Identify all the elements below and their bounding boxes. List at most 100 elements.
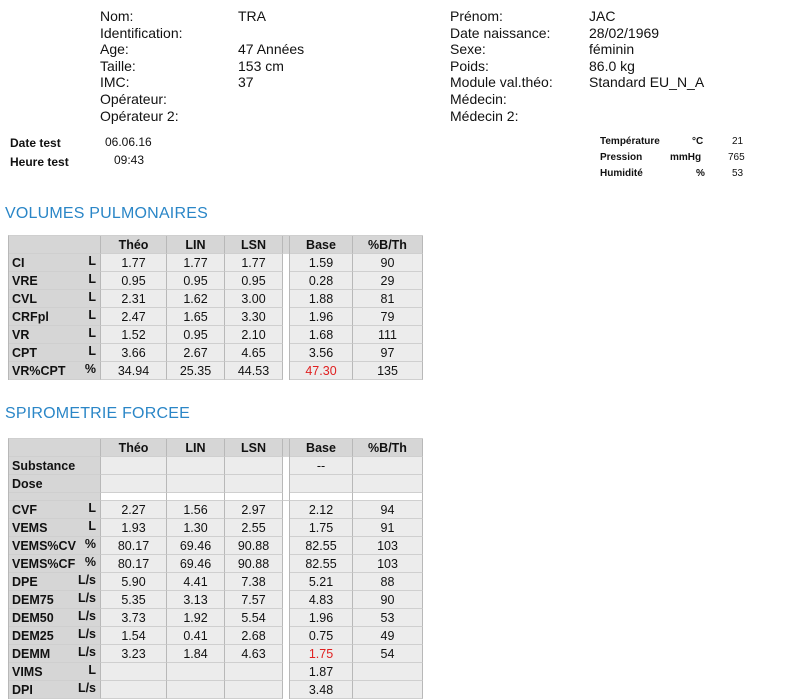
volumes-lsn-cell: 3.00 <box>225 290 283 308</box>
volumes-param-name: CRFpl <box>12 309 49 324</box>
spiro-row-label: DEMM L/s <box>9 645 101 663</box>
volumes-theo-cell: 1.52 <box>101 326 167 344</box>
label-age: Age: <box>100 41 129 58</box>
spiro-param-name: DEM50 <box>12 610 54 625</box>
spiro-row: DEMM L/s 3.23 1.84 4.63 1.75 54 <box>9 645 423 663</box>
spiro-param-unit: L/s <box>77 627 96 641</box>
volumes-pct-cell: 135 <box>353 362 423 380</box>
spiro-param-unit: L/s <box>77 591 96 605</box>
value-poids: 86.0 kg <box>589 57 635 74</box>
spiro-param-unit: L/s <box>77 645 96 659</box>
volumes-pct-cell: 111 <box>353 326 423 344</box>
spiro-param-unit: L/s <box>77 681 96 695</box>
pression-unit: mmHg <box>670 152 702 163</box>
spiro-lin-cell: 69.46 <box>167 537 225 555</box>
spiro-theo-cell: 1.54 <box>101 627 167 645</box>
volumes-base-cell: 0.28 <box>290 272 353 290</box>
label-operateur-2: Opérateur 2: <box>100 107 179 124</box>
spiro-theo-cell: 5.90 <box>101 573 167 591</box>
volumes-row: CRFpl L 2.47 1.65 3.30 1.96 79 <box>9 308 423 326</box>
spiro-param-name: DEM25 <box>12 628 54 643</box>
separator-gap <box>283 493 290 501</box>
spiro-top-gap-cell <box>283 475 290 493</box>
spiro-row: VIMS L 1.87 <box>9 663 423 681</box>
pression-value: 765 <box>728 152 745 163</box>
spiro-base-cell: 5.21 <box>290 573 353 591</box>
spiro-lsn-cell: 90.88 <box>225 555 283 573</box>
spiro-base-cell: 3.48 <box>290 681 353 699</box>
volumes-lin-cell: 0.95 <box>167 326 225 344</box>
volumes-param-unit: L <box>88 326 96 340</box>
volumes-col-pct: %B/Th <box>353 236 423 254</box>
spiro-param-unit: L/s <box>77 609 96 623</box>
volumes-param-name: CPT <box>12 345 37 360</box>
spiro-lsn-cell: 2.55 <box>225 519 283 537</box>
spiro-lin-cell <box>167 663 225 681</box>
spiro-theo-cell <box>101 663 167 681</box>
spiro-lin-cell: 1.30 <box>167 519 225 537</box>
label-prenom: Prénom: <box>450 8 503 24</box>
patient-right-labels: Prénom: Date naissance: Sexe: Poids: Mod… <box>450 8 553 124</box>
spiro-pct-cell: 53 <box>353 609 423 627</box>
volumes-param-unit: L <box>88 290 96 304</box>
volumes-col-base: Base <box>290 236 353 254</box>
volumes-param-name: CVL <box>12 291 37 306</box>
spiro-top-base-cell <box>290 475 353 493</box>
spiro-param-unit: L <box>88 519 96 533</box>
volumes-param-name: VR%CPT <box>12 363 66 378</box>
value-operateur-2 <box>238 108 304 125</box>
spiro-base-cell: 0.75 <box>290 627 353 645</box>
volumes-row: CVL L 2.31 1.62 3.00 1.88 81 <box>9 290 423 308</box>
temperature-label: Température <box>600 136 660 147</box>
spiro-row-label: DPE L/s <box>9 573 101 591</box>
volumes-base-cell: 1.68 <box>290 326 353 344</box>
separator-cell <box>167 493 225 501</box>
spiro-header-row: Théo LIN LSN Base %B/Th <box>9 439 423 457</box>
volumes-gap-cell <box>283 290 290 308</box>
spiro-gap-cell <box>283 663 290 681</box>
spiro-row-label: VEMS L <box>9 519 101 537</box>
volumes-row: CPT L 3.66 2.67 4.65 3.56 97 <box>9 344 423 362</box>
separator-label-cell <box>9 493 101 501</box>
spiro-row-label: DEM75 L/s <box>9 591 101 609</box>
spiro-gap-cell <box>283 537 290 555</box>
volumes-lin-cell: 1.65 <box>167 308 225 326</box>
spiro-row-label: DEM50 L/s <box>9 609 101 627</box>
volumes-row-label: VR%CPT% <box>9 362 101 380</box>
spiro-lin-cell <box>167 681 225 699</box>
spiro-pct-cell: 90 <box>353 591 423 609</box>
pression-label: Pression <box>600 152 643 163</box>
label-identification: Identification: <box>100 24 183 41</box>
volumes-lin-cell: 0.95 <box>167 272 225 290</box>
spiro-param-name: CVF <box>12 502 37 517</box>
spiro-top-row: Dose <box>9 475 423 493</box>
spiro-top-pct-cell <box>353 457 423 475</box>
date-test-label: Date test <box>10 136 61 150</box>
spiro-param-unit: % <box>84 555 96 569</box>
spiro-lin-cell: 3.13 <box>167 591 225 609</box>
label-sexe: Sexe: <box>450 41 486 58</box>
spiro-row: VEMS%CF% 80.17 69.46 90.88 82.55 103 <box>9 555 423 573</box>
spiro-top-row-label: Substance <box>9 457 101 475</box>
spiro-lsn-cell: 2.68 <box>225 627 283 645</box>
volumes-pct-cell: 81 <box>353 290 423 308</box>
spiro-lin-cell: 0.41 <box>167 627 225 645</box>
conditions-block: Température °C 21 Pression mmHg 765 Humi… <box>600 136 750 184</box>
spiro-top-lsn-cell <box>225 475 283 493</box>
spiro-theo-cell: 80.17 <box>101 537 167 555</box>
spiro-row: DPI L/s 3.48 <box>9 681 423 699</box>
value-age: 47 Années <box>238 41 305 58</box>
volumes-gap-cell <box>283 272 290 290</box>
spiro-pct-cell: 49 <box>353 627 423 645</box>
label-taille: Taille: <box>100 57 136 74</box>
volumes-row: VR%CPT% 34.94 25.35 44.53 47.30 135 <box>9 362 423 380</box>
spiro-theo-cell <box>101 681 167 699</box>
spiro-top-param-name: Dose <box>12 476 43 491</box>
volumes-col-lin: LIN <box>167 236 225 254</box>
spiro-top-row-label: Dose <box>9 475 101 493</box>
spiro-row-label: CVF L <box>9 501 101 519</box>
spiro-row: DPE L/s 5.90 4.41 7.38 5.21 88 <box>9 573 423 591</box>
spiro-pct-cell: 91 <box>353 519 423 537</box>
volumes-lin-cell: 2.67 <box>167 344 225 362</box>
label-nom: Nom: <box>100 8 134 24</box>
